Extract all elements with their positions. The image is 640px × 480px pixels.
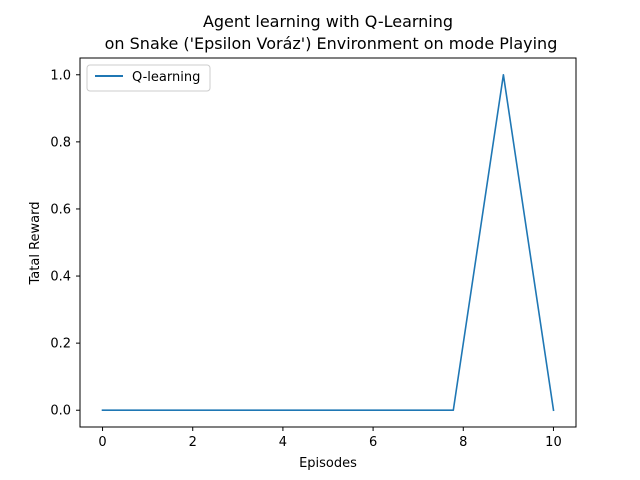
y-tick-label: 0.2: [50, 337, 71, 352]
series-line-q-learning: [101, 74, 555, 412]
plot-area-frame: [79, 57, 577, 428]
x-tick-label: 0: [98, 435, 106, 450]
y-axis-label: Tatal Reward: [28, 202, 43, 286]
y-tick-label: 0.8: [50, 135, 71, 150]
x-tick-label: 6: [369, 435, 377, 450]
x-tick-label: 10: [545, 435, 562, 450]
legend-box: [86, 64, 211, 92]
legend: Q-learning: [86, 64, 211, 92]
x-axis-label: Episodes: [299, 456, 357, 471]
y-tick-label: 0.4: [50, 270, 71, 285]
x-tick-label: 8: [459, 435, 467, 450]
x-tick-label: 2: [189, 435, 197, 450]
chart-title-line-1: Agent learning with Q-Learning: [203, 12, 453, 31]
x-tick-label: 4: [279, 435, 287, 450]
series-layer: [101, 74, 555, 412]
y-tick-label: 0.6: [50, 202, 71, 217]
chart-title-line-2: on Snake ('Epsilon Voráz') Environment o…: [105, 34, 558, 53]
y-axis-ticks: 0.0 0.2 0.4 0.6 0.8 1.0: [50, 68, 80, 419]
x-axis-ticks: 0 2 4 6 8 10: [98, 427, 562, 450]
y-tick-label: 1.0: [50, 68, 71, 83]
legend-label-q-learning: Q-learning: [132, 70, 200, 85]
y-tick-label: 0.0: [50, 404, 71, 419]
